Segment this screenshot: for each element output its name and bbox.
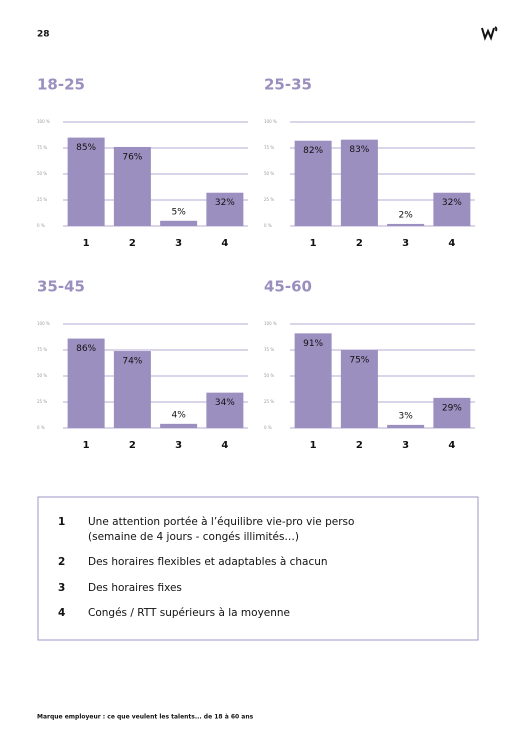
y-tick-label: 75 % — [37, 347, 47, 352]
bar — [160, 220, 198, 226]
legend-text: Des horaires flexibles et adaptables à c… — [88, 556, 328, 568]
y-tick-label: 0 % — [37, 425, 45, 430]
bar — [294, 140, 332, 226]
bar — [387, 424, 425, 428]
value-label: 3% — [398, 411, 413, 421]
bar — [433, 192, 471, 226]
y-tick-label: 25 % — [37, 399, 47, 404]
legend-text: Une attention portée à l’équilibre vie-p… — [88, 516, 354, 528]
bar — [206, 392, 244, 428]
chart-title: 25-35 — [264, 76, 312, 94]
chart-title: 35-45 — [37, 278, 85, 296]
legend-box — [37, 496, 479, 641]
x-tick-label: 3 — [175, 238, 182, 249]
y-tick-label: 75 % — [37, 145, 47, 150]
x-tick-label: 2 — [129, 238, 136, 249]
x-tick-label: 3 — [402, 440, 409, 451]
chart-title: 18-25 — [37, 76, 85, 94]
value-label: 74% — [122, 357, 142, 367]
y-tick-label: 25 % — [37, 197, 47, 202]
y-tick-label: 0 % — [264, 425, 272, 430]
x-tick-label: 1 — [83, 440, 90, 451]
value-label: 32% — [215, 198, 235, 208]
bar — [67, 137, 105, 226]
logo — [481, 26, 498, 41]
bar — [433, 397, 471, 428]
value-label: 32% — [442, 198, 462, 208]
bar — [206, 192, 244, 226]
y-tick-label: 0 % — [264, 223, 272, 228]
value-label: 83% — [349, 145, 369, 155]
x-tick-label: 4 — [448, 238, 455, 249]
y-tick-label: 100 % — [37, 119, 50, 124]
bar — [160, 423, 198, 428]
x-tick-label: 3 — [175, 440, 182, 451]
bar — [113, 146, 151, 226]
y-tick-label: 50 % — [37, 171, 47, 176]
value-label: 5% — [171, 207, 186, 217]
x-tick-label: 2 — [129, 440, 136, 451]
chart-title: 45-60 — [264, 278, 312, 296]
y-tick-label: 0 % — [37, 223, 45, 228]
x-tick-label: 1 — [310, 238, 317, 249]
x-tick-label: 4 — [221, 238, 228, 249]
bar — [113, 351, 151, 428]
value-label: 75% — [349, 356, 369, 366]
x-tick-label: 3 — [402, 238, 409, 249]
legend-text: Congés / RTT supérieurs à la moyenne — [88, 607, 290, 619]
legend-number: 1 — [58, 516, 65, 528]
legend-text: (semaine de 4 jours - congés illimités…) — [88, 531, 299, 543]
legend-number: 4 — [58, 607, 65, 619]
value-label: 34% — [215, 398, 235, 408]
bar — [340, 139, 378, 226]
page-number: 28 — [37, 30, 50, 40]
value-label: 91% — [303, 339, 323, 349]
y-tick-label: 75 % — [264, 145, 274, 150]
y-tick-label: 100 % — [264, 321, 277, 326]
y-tick-label: 25 % — [264, 399, 274, 404]
x-tick-label: 1 — [310, 440, 317, 451]
value-label: 82% — [303, 146, 323, 156]
x-tick-label: 4 — [448, 440, 455, 451]
y-tick-label: 50 % — [37, 373, 47, 378]
footer: Marque employeur : ce que veulent les ta… — [37, 714, 254, 721]
y-tick-label: 50 % — [264, 171, 274, 176]
value-label: 4% — [171, 410, 186, 420]
legend-text: Des horaires fixes — [88, 582, 182, 594]
x-tick-label: 1 — [83, 238, 90, 249]
x-tick-label: 2 — [356, 238, 363, 249]
bar — [387, 223, 425, 226]
x-tick-label: 2 — [356, 440, 363, 451]
legend-number: 2 — [58, 556, 65, 568]
bar — [340, 350, 378, 428]
value-label: 85% — [76, 143, 96, 153]
bar — [67, 338, 105, 428]
legend-number: 3 — [58, 582, 65, 594]
value-label: 76% — [122, 152, 142, 162]
y-tick-label: 100 % — [264, 119, 277, 124]
y-tick-label: 100 % — [37, 321, 50, 326]
value-label: 2% — [398, 210, 413, 220]
value-label: 86% — [76, 344, 96, 354]
x-tick-label: 4 — [221, 440, 228, 451]
y-tick-label: 25 % — [264, 197, 274, 202]
value-label: 29% — [442, 403, 462, 413]
bar — [294, 333, 332, 428]
y-tick-label: 75 % — [264, 347, 274, 352]
y-tick-label: 50 % — [264, 373, 274, 378]
